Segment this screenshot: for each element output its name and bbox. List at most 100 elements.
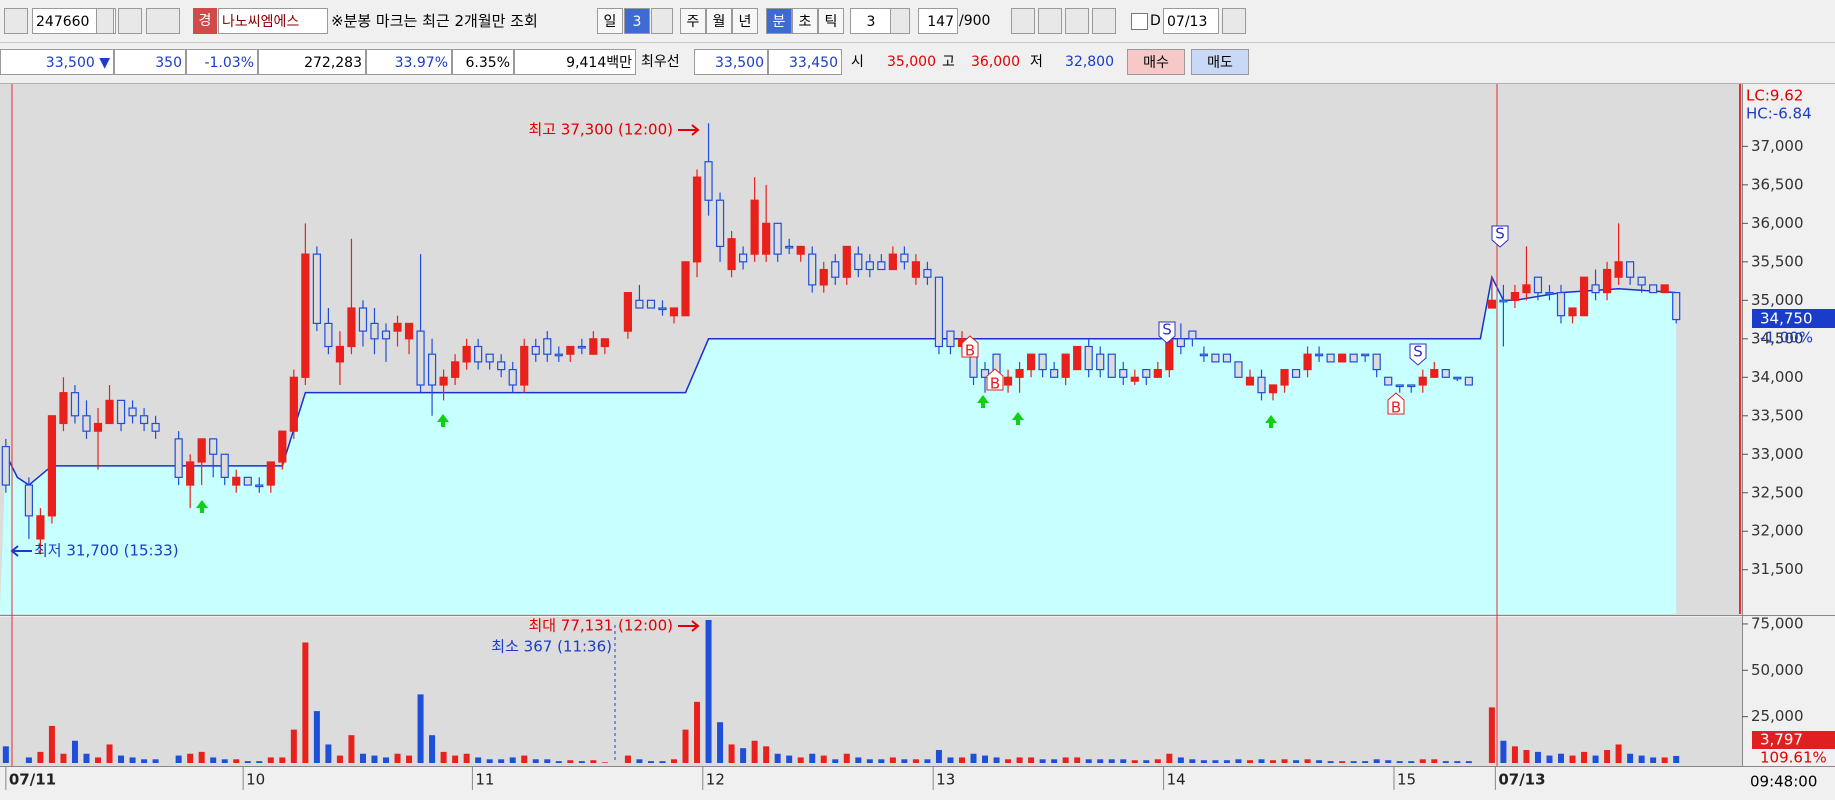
x-tick-label: 15: [1397, 771, 1416, 789]
last-pct: -1.00%: [1760, 329, 1813, 347]
volume-bar: [832, 759, 839, 763]
volume-bar: [659, 761, 666, 763]
settings-icon[interactable]: [1092, 8, 1116, 34]
tool-icon[interactable]: [1038, 8, 1062, 34]
checkbox[interactable]: [1131, 13, 1148, 30]
count-input[interactable]: 147: [918, 8, 958, 34]
up-arrow: [1265, 415, 1277, 428]
candle-body: [1107, 353, 1116, 378]
y-tick-label: 33,500: [1751, 406, 1804, 424]
volume-bar: [532, 759, 539, 763]
period-button[interactable]: 일: [597, 8, 623, 34]
volume-bar: [417, 694, 424, 763]
period-button[interactable]: 초: [792, 8, 818, 34]
candle-body: [1626, 261, 1635, 278]
candle-body: [1660, 284, 1669, 294]
candle-body: [404, 322, 414, 340]
time-label: 09:48:00: [1750, 773, 1817, 791]
volume-bar: [1581, 751, 1588, 763]
period-button[interactable]: 주: [680, 8, 706, 34]
code-dropdown[interactable]: [96, 8, 114, 34]
period-button[interactable]: 분: [766, 8, 792, 34]
candle-body: [301, 253, 310, 378]
candle-body: [1453, 376, 1462, 380]
volume-bar: [1028, 757, 1035, 763]
volume-bar: [982, 755, 989, 763]
volume-bar: [1442, 761, 1449, 763]
sell-button[interactable]: 매도: [1191, 49, 1249, 75]
up-arrow: [437, 414, 449, 427]
volume-bar: [1097, 759, 1104, 763]
volume-bar: [256, 761, 263, 763]
candle-body: [1303, 353, 1312, 371]
volume-bar: [740, 748, 747, 763]
candle-body: [1384, 376, 1393, 386]
date-input[interactable]: 07/13: [1163, 8, 1219, 34]
candle-body: [900, 253, 909, 263]
candle-body: [1222, 353, 1232, 363]
volume-bar: [970, 753, 977, 763]
period-button[interactable]: 월: [706, 8, 732, 34]
period-button[interactable]: 년: [732, 8, 758, 34]
calendar-icon[interactable]: [1222, 8, 1246, 34]
arrow: [678, 620, 700, 632]
sound-icon[interactable]: [146, 8, 180, 34]
period-button[interactable]: 3: [624, 8, 650, 34]
volume-bar: [1120, 759, 1127, 763]
candle-body: [139, 415, 149, 425]
period-button[interactable]: 틱: [818, 8, 844, 34]
candle-body: [416, 330, 425, 386]
candle-body: [1487, 299, 1496, 309]
candle-body: [796, 245, 805, 255]
volume-bar: [1189, 759, 1196, 763]
volume-bar: [313, 711, 320, 763]
candle-body: [646, 299, 656, 309]
save-icon[interactable]: [1065, 8, 1089, 34]
candle-body: [1084, 345, 1093, 371]
volume-bar: [336, 755, 343, 763]
candle-body: [1188, 330, 1197, 340]
search-icon[interactable]: [118, 8, 142, 34]
candle-body: [1510, 292, 1520, 301]
candle-body: [1522, 284, 1531, 294]
high-label: 고: [942, 54, 955, 70]
candle-body: [911, 261, 921, 278]
tool-icon[interactable]: [1011, 8, 1035, 34]
volume-bar: [763, 746, 770, 763]
candle-body: [370, 322, 379, 340]
candle-body: [1176, 338, 1185, 348]
toolbar: 247660 경 나노씨엠에스 ※분봉 마크는 최근 2개월만 조회 일 3 주…: [0, 0, 1835, 43]
candle-body: [1361, 353, 1370, 357]
stock-name[interactable]: 나노씨엠에스: [218, 8, 328, 34]
volume-bar: [1592, 755, 1599, 763]
buy-button[interactable]: 매수: [1127, 49, 1185, 75]
candle-body: [704, 161, 713, 201]
candle-body: [1602, 268, 1612, 294]
hc-label: HC:-6.84: [1746, 105, 1812, 123]
volume-bar: [601, 762, 608, 763]
candle-body: [1430, 368, 1439, 378]
buy-marker: [986, 368, 1004, 391]
volume-bar: [1569, 755, 1576, 763]
tick-count[interactable]: 3: [850, 8, 892, 34]
tick-dropdown[interactable]: [890, 8, 910, 34]
volume-bar: [590, 760, 597, 763]
last-price-tag: [1752, 309, 1835, 328]
menu-icon[interactable]: [4, 8, 28, 34]
y-tick-label: 32,500: [1751, 483, 1804, 501]
volume-bar: [83, 753, 90, 763]
candle-body: [105, 399, 114, 425]
d-label: D: [1150, 13, 1161, 29]
volume-bar: [267, 757, 274, 763]
candle-body: [692, 176, 702, 263]
period-dropdown[interactable]: [651, 8, 673, 34]
x-tick-label: 11: [475, 771, 494, 789]
volume-bar: [1546, 755, 1553, 763]
volume-bar: [1454, 761, 1461, 763]
volume-bar: [624, 755, 631, 763]
volume-bar: [521, 755, 528, 763]
volume-bar: [1523, 750, 1530, 763]
candle-body: [82, 415, 91, 432]
